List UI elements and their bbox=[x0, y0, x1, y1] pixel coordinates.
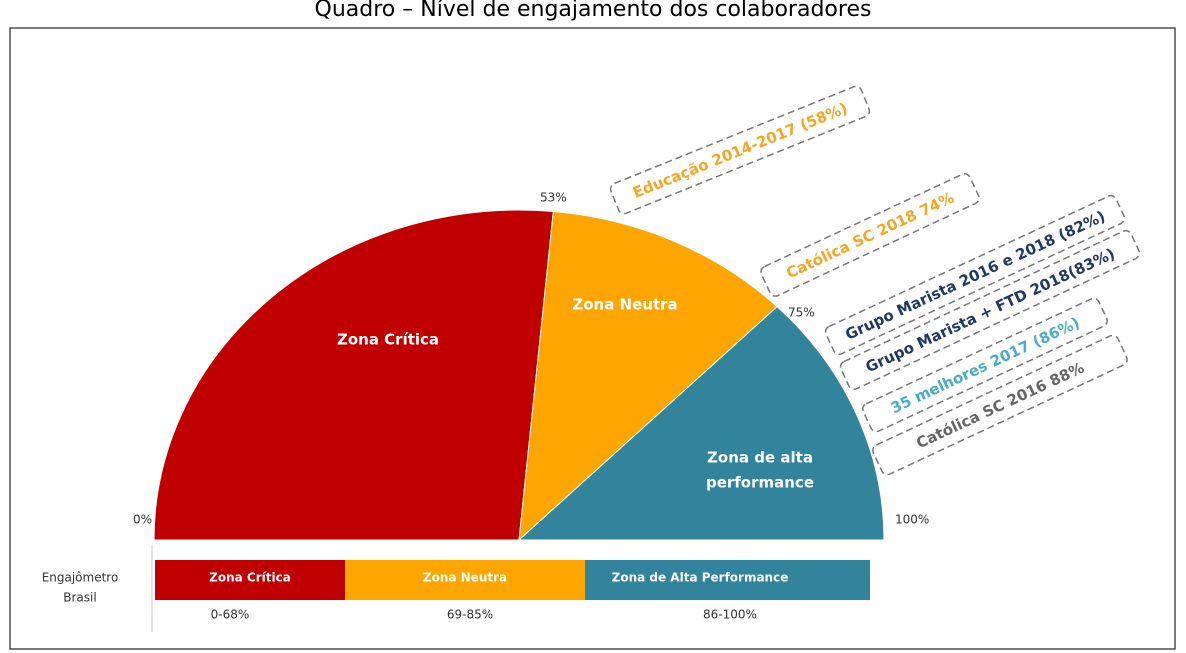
gauge-segment bbox=[153, 209, 554, 541]
benchmark: Católica SC 2016 88% bbox=[913, 359, 1087, 453]
bar-label: Zona Crítica bbox=[209, 571, 291, 585]
range-label: 69-85% bbox=[447, 608, 493, 622]
callout-box bbox=[872, 334, 1128, 476]
gauge bbox=[153, 209, 885, 542]
range-label: 86-100% bbox=[703, 608, 757, 622]
benchmark: Educação 2014-2017 (58%) bbox=[630, 99, 850, 202]
bar-label: Zona Neutra bbox=[423, 571, 507, 585]
callout-box bbox=[609, 85, 871, 215]
scale-label: 0% bbox=[133, 513, 152, 527]
bar-segment bbox=[155, 560, 345, 600]
zone-label: Zona Crítica bbox=[337, 331, 439, 349]
frame bbox=[9, 27, 1176, 650]
callout-box bbox=[760, 173, 980, 297]
callout-box bbox=[862, 297, 1108, 433]
zone-label: Zona de alta bbox=[707, 449, 813, 467]
zone-label: performance bbox=[706, 474, 814, 492]
scale-label: 75% bbox=[788, 306, 815, 320]
zone-label: Zona Neutra bbox=[572, 296, 677, 314]
title: Quadro – Nível de engajamento dos colabo… bbox=[315, 0, 872, 22]
engajometro-bar: Zona Crítica Zona Neutra Zona de Alta Perf… bbox=[155, 560, 870, 600]
bar-segment bbox=[345, 560, 585, 600]
bar-label: Zona de Alta Performance bbox=[612, 571, 789, 585]
scale-label: 100% bbox=[895, 513, 929, 527]
range-label: 0-68% bbox=[211, 608, 250, 622]
scale-label: 53% bbox=[540, 191, 567, 205]
benchmark: Católica SC 2018 74% bbox=[783, 189, 957, 283]
gauge-segment bbox=[518, 210, 778, 542]
engajometro-label: Brasil bbox=[63, 591, 96, 605]
gauge-segment bbox=[517, 305, 885, 541]
bar-segment bbox=[585, 560, 870, 600]
engajometro-label: Engajômetro bbox=[42, 571, 119, 585]
